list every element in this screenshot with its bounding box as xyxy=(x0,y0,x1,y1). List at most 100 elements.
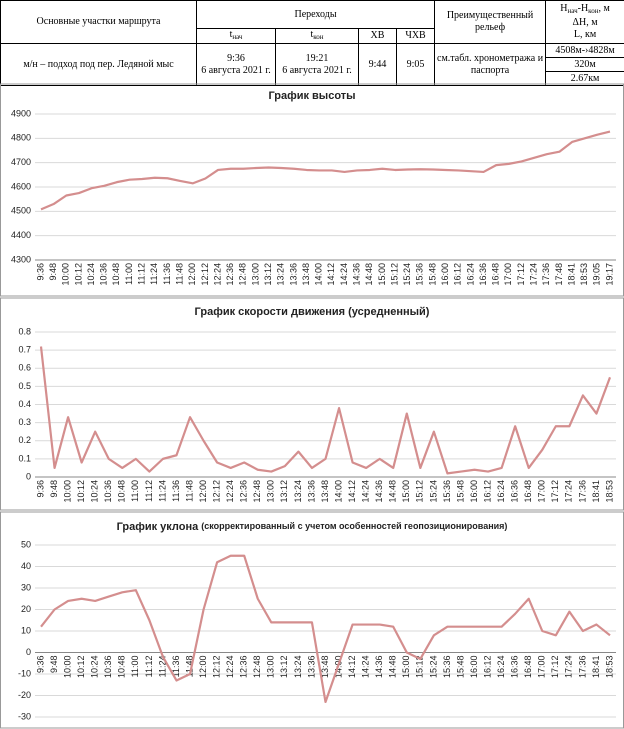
x-tick-label: 9:48 xyxy=(48,263,58,281)
x-tick-label: 16:00 xyxy=(440,263,450,286)
x-tick-label: 16:12 xyxy=(482,656,492,679)
x-tick-label: 14:24 xyxy=(361,656,371,679)
x-tick-label: 12:24 xyxy=(212,263,222,286)
x-tick-label: 10:12 xyxy=(73,263,83,286)
x-tick-label: 16:36 xyxy=(478,263,488,286)
x-tick-label: 11:48 xyxy=(184,656,194,678)
x-tick-label: 16:24 xyxy=(496,656,506,679)
route-table: Основные участки маршрута Переходы Преим… xyxy=(0,0,624,86)
x-tick-label: 14:36 xyxy=(374,656,384,679)
header-section: Основные участки маршрута xyxy=(0,0,197,44)
x-tick-label: 14:24 xyxy=(361,480,371,503)
x-tick-label: 13:24 xyxy=(293,480,303,503)
x-tick-label: 17:36 xyxy=(577,480,587,503)
x-tick-label: 10:48 xyxy=(111,263,121,286)
y-tick-label: -20 xyxy=(18,690,31,700)
y-tick-label: -10 xyxy=(18,668,31,678)
x-tick-label: 15:12 xyxy=(415,656,425,679)
x-tick-label: 16:48 xyxy=(523,656,533,679)
x-tick-label: 18:41 xyxy=(591,480,601,503)
x-tick-label: 10:00 xyxy=(61,263,71,286)
x-tick-label: 17:00 xyxy=(537,656,547,679)
charts: График высоты 4300 4400 4500 4600 4700 4800 490… xyxy=(0,83,624,729)
x-tick-label: 13:48 xyxy=(320,480,330,503)
x-tick-label: 10:00 xyxy=(62,656,72,679)
x-tick-label: 13:12 xyxy=(263,263,273,286)
x-tick-label: 9:48 xyxy=(49,480,59,498)
y-tick-label: 10 xyxy=(21,625,31,635)
x-tick-label: 13:00 xyxy=(266,480,276,503)
x-tick-label: 11:36 xyxy=(171,480,181,502)
x-tick-label: 16:24 xyxy=(465,263,475,286)
h-sub: кон xyxy=(588,7,599,15)
x-tick-label: 15:00 xyxy=(377,263,387,286)
x-tick-label: 15:12 xyxy=(389,263,399,286)
x-tick-label: 14:36 xyxy=(374,480,384,503)
header-height: Hнач-Hкон, м ΔH, м L, км xyxy=(545,0,624,44)
x-tick-label: 11:00 xyxy=(124,263,134,285)
x-tick-label: 19:05 xyxy=(592,263,602,286)
x-tick-label: 15:48 xyxy=(455,480,465,503)
y-tick-label: 30 xyxy=(21,582,31,592)
x-tick-label: 14:12 xyxy=(326,263,336,286)
x-tick-label: 11:36 xyxy=(171,656,181,678)
x-tick-label: 15:00 xyxy=(401,480,411,503)
x-tick-label: 12:00 xyxy=(187,263,197,286)
x-tick-label: 10:24 xyxy=(86,263,96,286)
x-tick-label: 17:12 xyxy=(550,656,560,679)
height-diff: 320м xyxy=(546,57,624,71)
row-chv: 9:05 xyxy=(395,43,436,86)
x-tick-label: 9:48 xyxy=(49,656,59,674)
x-tick-label: 10:24 xyxy=(90,480,100,503)
x-tick-label: 16:12 xyxy=(453,263,463,286)
x-tick-label: 13:48 xyxy=(301,263,311,286)
x-tick-label: 13:36 xyxy=(306,656,316,679)
x-tick-label: 13:36 xyxy=(306,480,316,503)
x-tick-label: 12:12 xyxy=(211,480,221,503)
x-tick-label: 15:36 xyxy=(415,263,425,286)
chart-title: График высоты xyxy=(268,90,355,102)
x-tick-label: 13:36 xyxy=(288,263,298,286)
row-section: м/н – подход под пер. Ледяной мыс xyxy=(0,43,197,86)
x-tick-label: 15:12 xyxy=(415,480,425,503)
x-tick-label: 18:53 xyxy=(579,263,589,286)
x-tick-label: 16:00 xyxy=(469,656,479,679)
x-tick-label: 10:00 xyxy=(62,480,72,503)
chart-title: График уклона (скорректированный с учетом… xyxy=(117,521,508,533)
y-tick-label: 0.2 xyxy=(18,435,31,445)
y-tick-label: 4600 xyxy=(11,181,31,191)
x-tick-label: 15:48 xyxy=(455,656,465,679)
x-tick-label: 12:24 xyxy=(225,656,235,679)
y-tick-label: 0.1 xyxy=(18,453,31,463)
x-tick-label: 10:48 xyxy=(117,480,127,503)
y-tick-label: 0.6 xyxy=(18,363,31,373)
x-tick-label: 12:12 xyxy=(211,656,221,679)
y-tick-label: 0 xyxy=(26,471,31,481)
y-tick-label: 40 xyxy=(21,561,31,571)
y-tick-label: 0 xyxy=(26,647,31,657)
x-tick-label: 14:48 xyxy=(364,263,374,286)
x-tick-label: 15:24 xyxy=(428,480,438,503)
x-tick-label: 15:36 xyxy=(442,480,452,503)
time: 19:21 xyxy=(305,52,329,64)
row-hv: 9:44 xyxy=(358,43,397,86)
h: , м xyxy=(598,3,610,14)
header-transitions: Переходы xyxy=(195,0,436,29)
x-tick-label: 13:12 xyxy=(279,480,289,503)
x-tick-label: 12:36 xyxy=(239,480,249,503)
header-length: L, км xyxy=(573,29,597,40)
x-tick-label: 11:24 xyxy=(149,263,159,285)
x-tick-label: 9:36 xyxy=(35,480,45,498)
x-tick-label: 11:12 xyxy=(137,263,147,285)
y-tick-label: 4500 xyxy=(11,206,31,216)
x-tick-label: 17:24 xyxy=(564,480,574,503)
x-tick-label: 13:00 xyxy=(266,656,276,679)
x-tick-label: 11:36 xyxy=(162,263,172,285)
line xyxy=(40,130,611,211)
x-tick-label: 17:00 xyxy=(537,480,547,503)
x-tick-label: 10:36 xyxy=(103,480,113,503)
x-tick-label: 16:36 xyxy=(510,656,520,679)
x-tick-label: 11:48 xyxy=(184,480,194,502)
row-t-start: 9:36 6 августа 2021 г. xyxy=(196,43,276,86)
header-relief: Преимущественный рельеф xyxy=(434,0,547,44)
